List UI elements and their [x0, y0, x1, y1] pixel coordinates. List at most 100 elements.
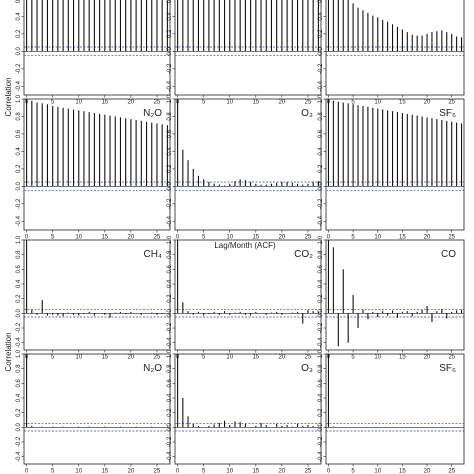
y-tick-label: -0.4: [16, 337, 22, 348]
x-tick-label: 25: [154, 355, 161, 361]
y-tick-label: 0.8: [16, 112, 22, 121]
y-tick-label: 0.2: [318, 164, 324, 173]
panel-frame: [174, 239, 322, 351]
y-tick-label: -0.2: [167, 198, 173, 209]
y-tick-label: -0.2: [167, 436, 173, 447]
y-tick-label: -0.4: [318, 215, 324, 226]
y-tick-label: 0.0: [16, 182, 22, 191]
y-tick-label: 0.4: [167, 12, 173, 21]
x-tick-label: 10: [374, 355, 381, 361]
y-axis-title: Correlation: [4, 77, 13, 116]
x-tick-label: 15: [399, 235, 406, 241]
y-tick-label: 1.0: [167, 94, 173, 103]
x-tick-label: 25: [154, 469, 161, 474]
x-tick-label: 10: [75, 100, 82, 106]
x-tick-label: 25: [154, 235, 161, 241]
y-tick-label: 0.6: [16, 265, 22, 274]
acf-panel-1: -0.4-0.20.00.20.40.60.81.00510152025CO₂: [167, 0, 322, 106]
y-tick-label: 1.0: [167, 349, 173, 358]
y-tick-label: 0.0: [16, 309, 22, 318]
y-tick-label: -0.2: [318, 63, 324, 74]
x-tick-label: 5: [51, 469, 55, 474]
x-tick-label: 10: [226, 355, 233, 361]
y-tick-label: 0.2: [16, 408, 22, 417]
y-tick-label: 0.0: [318, 47, 324, 56]
panel-frame: [23, 0, 171, 96]
y-tick-label: 1.0: [16, 94, 22, 103]
x-tick-label: 10: [374, 235, 381, 241]
panel-frame: [174, 98, 322, 231]
y-tick-label: 0.6: [167, 129, 173, 138]
x-tick-label: 0: [176, 469, 180, 474]
y-tick-label: 0.8: [318, 112, 324, 121]
panel-frame: [174, 353, 322, 465]
pacf-panel-5: -0.4 -0.2 0.0 0.2 0.4 0.6 0.8 1.0 0 5 10 15 20 25 SF₆: [318, 349, 465, 474]
y-tick-label: 0.8: [167, 112, 173, 121]
acf-panel-0: -0.4-0.20.00.20.40.60.81.00510152025CH₄: [16, 0, 171, 106]
x-tick-label: 25: [305, 235, 312, 241]
y-tick-label: 0.4: [318, 147, 324, 156]
y-tick-label: -0.2: [16, 436, 22, 447]
y-tick-label: 0.0: [167, 182, 173, 191]
y-tick-label: 0.8: [318, 364, 324, 373]
y-tick-label: 0.4: [16, 147, 22, 156]
x-tick-label: 25: [448, 100, 455, 106]
y-tick-label: 0.2: [318, 294, 324, 303]
y-tick-label: -0.2: [318, 198, 324, 209]
x-tick-label: 5: [51, 100, 55, 106]
x-tick-label: 10: [226, 235, 233, 241]
y-tick-label: 0.0: [16, 423, 22, 432]
x-tick-label: 25: [448, 235, 455, 241]
x-tick-label: 20: [424, 469, 431, 474]
y-tick-label: 0.0: [318, 309, 324, 318]
y-tick-label: 0.4: [16, 393, 22, 402]
y-tick-label: 0.2: [167, 294, 173, 303]
panel-label: O₃: [301, 363, 313, 374]
y-tick-label: -0.2: [16, 198, 22, 209]
x-tick-label: 20: [279, 100, 286, 106]
y-tick-label: 0.6: [16, 129, 22, 138]
bars: [177, 354, 319, 428]
y-tick-label: 0.0: [318, 423, 324, 432]
x-tick-label: 20: [128, 469, 135, 474]
x-tick-label: 15: [101, 235, 108, 241]
pacf-panel-0: -0.4-0.20.00.20.40.60.81.00510152025CH₄: [16, 235, 171, 361]
x-tick-label: 25: [448, 355, 455, 361]
y-tick-label: -0.4: [16, 80, 22, 91]
pacf-panel-4: -0.4 -0.2 0.0 0.2 0.4 0.6 0.8 1.0 0 5 10 15 20 25 O₃: [167, 349, 322, 474]
y-tick-label: 0.8: [16, 364, 22, 373]
x-tick-label: 25: [448, 469, 455, 474]
x-tick-label: 15: [101, 100, 108, 106]
x-tick-label: 15: [399, 100, 406, 106]
y-tick-label: -0.2: [16, 63, 22, 74]
x-tick-label: 25: [305, 355, 312, 361]
y-tick-label: 0.0: [167, 47, 173, 56]
x-tick-label: 15: [252, 469, 259, 474]
y-tick-label: 0.2: [167, 164, 173, 173]
x-tick-label: 10: [75, 469, 82, 474]
x-tick-label: 10: [75, 235, 82, 241]
y-tick-label: 0.2: [167, 29, 173, 38]
y-tick-label: 0.6: [16, 379, 22, 388]
y-tick-label: -0.2: [318, 436, 324, 447]
panel-label: SF₆: [439, 108, 456, 119]
bars: [177, 240, 319, 324]
x-tick-label: 5: [51, 355, 55, 361]
y-tick-label: -0.4: [318, 451, 324, 462]
y-tick-label: -0.2: [318, 322, 324, 333]
panel-frame: [325, 0, 465, 96]
y-tick-label: 0.8: [16, 250, 22, 259]
x-tick-label: 20: [279, 355, 286, 361]
x-tick-label: 25: [305, 100, 312, 106]
panel-frame: [23, 98, 171, 231]
x-tick-label: 10: [226, 469, 233, 474]
panel-frame: [325, 98, 465, 231]
acf-panel-2: -0.4-0.20.00.20.40.60.81.00510152025CO: [318, 0, 465, 106]
y-tick-label: 0.0: [318, 182, 324, 191]
y-tick-label: -0.4: [167, 451, 173, 462]
x-tick-label: 0: [25, 469, 29, 474]
y-tick-label: 0.4: [167, 279, 173, 288]
